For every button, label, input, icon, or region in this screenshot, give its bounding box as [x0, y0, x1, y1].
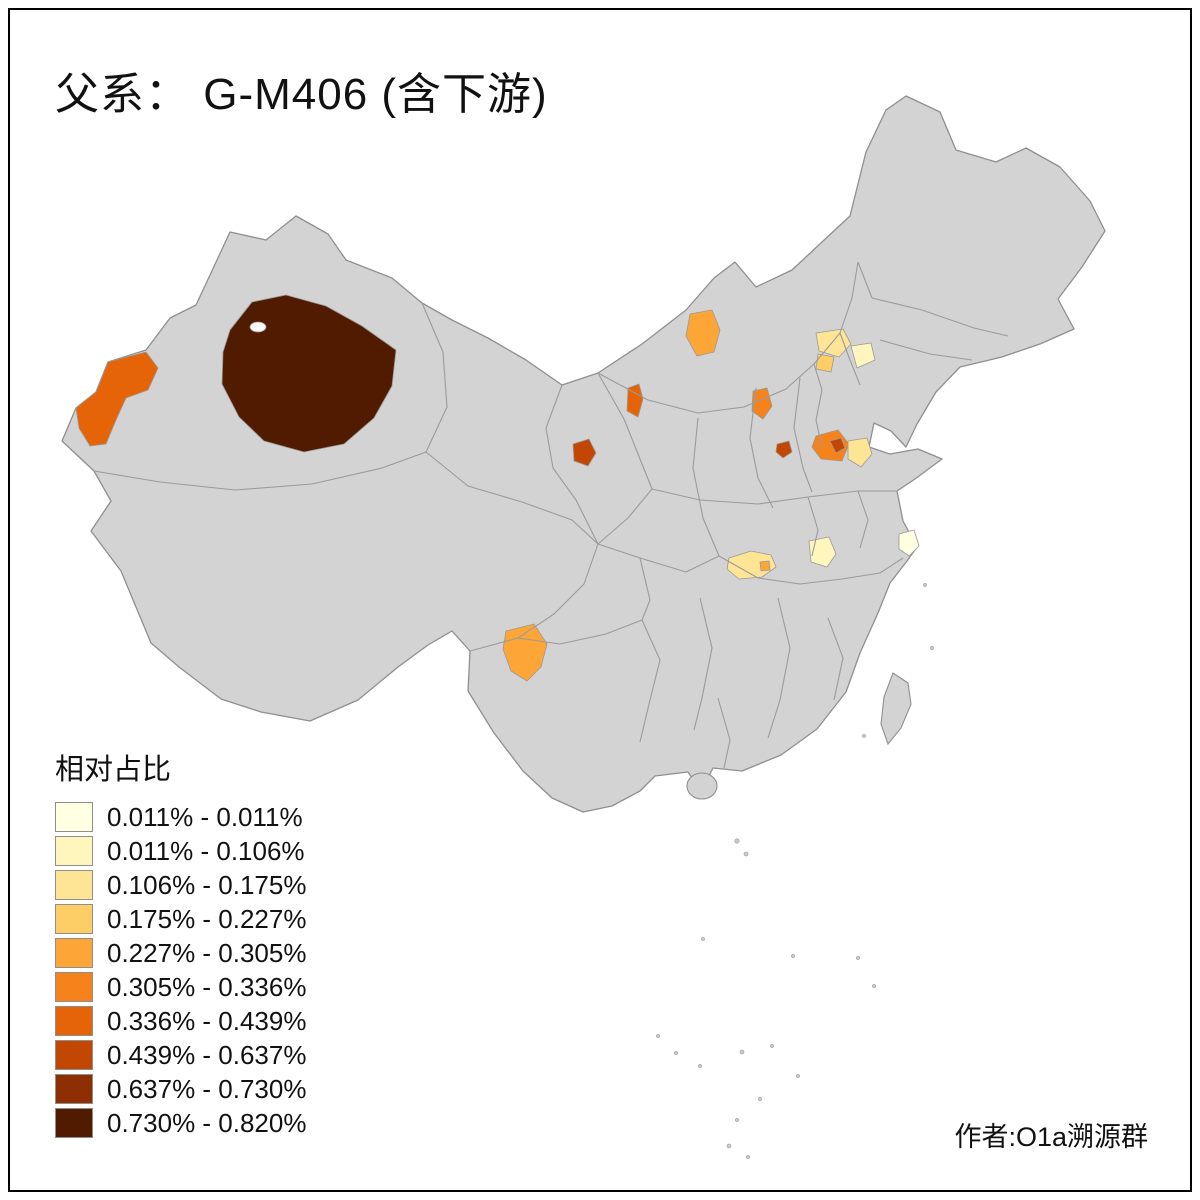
region-gansu-central — [626, 383, 644, 418]
islands — [686, 672, 912, 800]
legend-label: 0.011% - 0.106% — [107, 835, 305, 866]
region-beijing-north — [815, 328, 852, 358]
legend-item: 0.227% - 0.305% — [55, 938, 306, 968]
legend-swatch — [55, 1108, 93, 1138]
region-chongqing-area — [726, 550, 777, 580]
region-hubei-central — [808, 536, 837, 568]
legend-swatch — [55, 1074, 93, 1104]
legend-item: 0.439% - 0.637% — [55, 1040, 306, 1070]
legend-item: 0.637% - 0.730% — [55, 1074, 306, 1104]
region-henan-north — [775, 440, 793, 459]
region-beijing-south — [815, 353, 835, 373]
legend-swatch — [55, 938, 93, 968]
legend-swatch — [55, 870, 93, 900]
legend-item: 0.011% - 0.106% — [55, 836, 306, 866]
legend-label: 0.011% - 0.011% — [107, 801, 303, 832]
legend-swatch — [55, 802, 93, 832]
hainan-island — [686, 772, 718, 800]
legend-label: 0.336% - 0.439% — [107, 1005, 307, 1036]
attribution: 作者:O1a溯源群 — [954, 1122, 1148, 1152]
sea-islands — [656, 583, 934, 1159]
region-yunnan-west — [502, 623, 548, 682]
legend-label: 0.439% - 0.637% — [107, 1039, 307, 1070]
region-shanxi-north — [751, 387, 773, 420]
region-xinjiang-central — [221, 294, 397, 453]
legend-swatch — [55, 1006, 93, 1036]
legend-swatch — [55, 904, 93, 934]
region-xinjiang-west — [75, 351, 159, 447]
legend-title: 相对占比 — [55, 754, 172, 786]
xinjiang-inner-light-area — [249, 321, 267, 333]
legend-swatch — [55, 1040, 93, 1070]
legend-item: 0.305% - 0.336% — [55, 972, 306, 1002]
legend-label: 0.175% - 0.227% — [107, 903, 307, 934]
region-beijing-east — [850, 342, 876, 369]
legend-item: 0.336% - 0.439% — [55, 1006, 306, 1036]
map-title: 父系： G-M406 (含下游) — [55, 70, 548, 119]
legend-item: 0.106% - 0.175% — [55, 870, 306, 900]
highlighted-regions — [75, 294, 920, 682]
legend-item: 0.011% - 0.011% — [55, 802, 306, 832]
region-inner-mongolia-west — [685, 309, 721, 357]
legend-item: 0.175% - 0.227% — [55, 904, 306, 934]
legend-label: 0.637% - 0.730% — [107, 1073, 307, 1104]
region-shandong-east-pale — [847, 437, 873, 468]
taiwan-island — [880, 672, 912, 746]
legend-label: 0.730% - 0.820% — [107, 1107, 307, 1138]
legend-label: 0.227% - 0.305% — [107, 937, 307, 968]
legend-swatch — [55, 836, 93, 866]
region-shandong-central-dark — [829, 437, 846, 454]
region-shandong-west — [811, 429, 850, 462]
region-gansu-south — [572, 438, 597, 467]
legend: 相对占比 0.011% - 0.011% 0.011% - 0.106% 0.1… — [55, 746, 306, 1142]
region-shanghai-area — [898, 529, 920, 557]
legend-swatch — [55, 972, 93, 1002]
legend-label: 0.305% - 0.336% — [107, 971, 307, 1002]
region-chongqing-small — [759, 560, 771, 572]
province-borders — [93, 261, 1009, 769]
legend-label: 0.106% - 0.175% — [107, 869, 307, 900]
legend-item: 0.730% - 0.820% — [55, 1108, 306, 1138]
